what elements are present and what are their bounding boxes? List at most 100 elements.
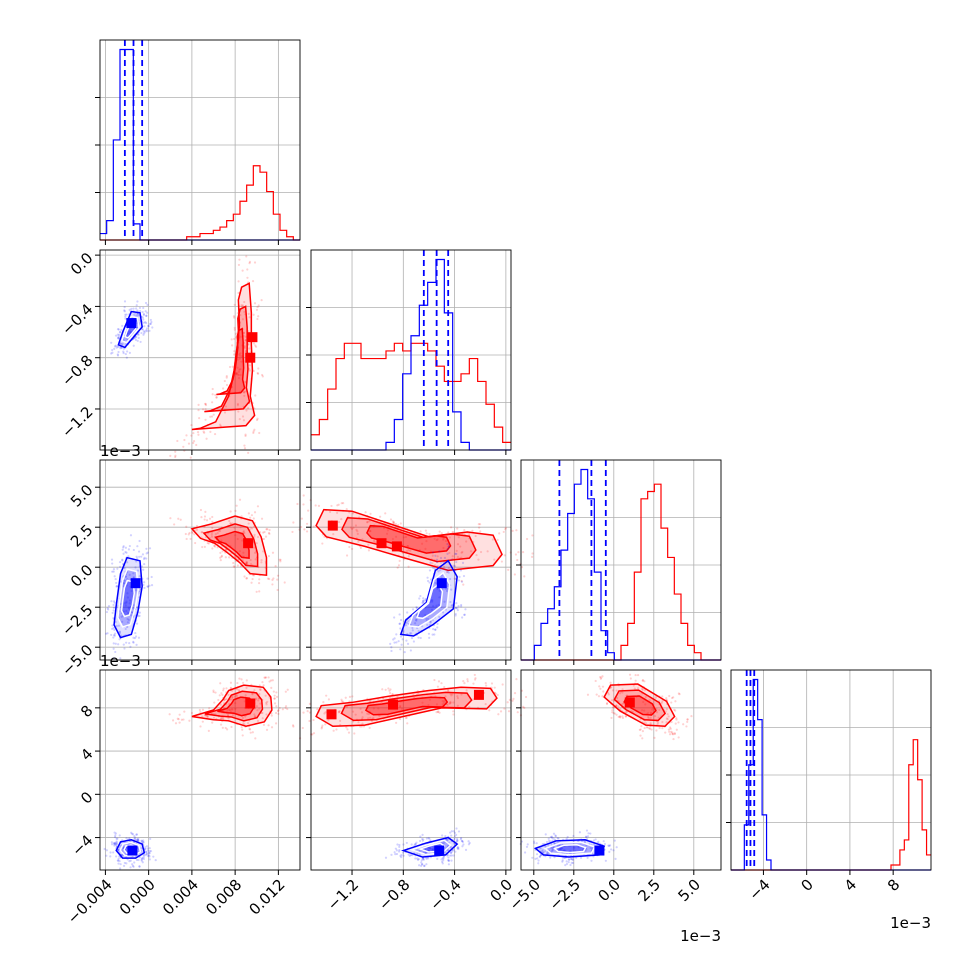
- scatter-point: [137, 858, 140, 862]
- scatter-point: [116, 353, 119, 356]
- scatter-point: [245, 561, 248, 564]
- scatter-point: [187, 533, 190, 536]
- scatter-point: [137, 550, 141, 553]
- scatter-point: [275, 705, 278, 708]
- scatter-point: [393, 851, 396, 854]
- scatter-point: [552, 832, 556, 835]
- scatter-point: [345, 705, 348, 708]
- scatter-point: [346, 728, 349, 731]
- scatter-point: [253, 533, 256, 536]
- scatter-point: [584, 835, 588, 838]
- scatter-point: [244, 715, 247, 718]
- scatter-point: [122, 864, 126, 868]
- scatter-point: [113, 634, 116, 637]
- scatter-point: [399, 648, 402, 651]
- scatter-point: [272, 690, 275, 693]
- scatter-point: [549, 856, 552, 859]
- scatter-point: [112, 570, 115, 573]
- scatter-point: [465, 689, 468, 692]
- scatter-point: [116, 345, 119, 348]
- scatter-point: [144, 310, 147, 313]
- scatter-point: [531, 534, 534, 537]
- scatter-point: [134, 589, 138, 592]
- scatter-point: [146, 311, 149, 314]
- scatter-point: [114, 334, 118, 337]
- scatter-point: [611, 706, 615, 709]
- scatter-point: [427, 703, 430, 707]
- scatter-point: [261, 373, 264, 377]
- scatter-point: [274, 711, 278, 715]
- scatter-point: [292, 725, 295, 728]
- scatter-point: [409, 549, 412, 552]
- scatter-point: [194, 541, 197, 545]
- scatter-point: [634, 679, 637, 682]
- x-tick-label: −1.2: [324, 876, 362, 914]
- scatter-point: [242, 531, 245, 534]
- scatter-point: [511, 529, 514, 533]
- scatter-point: [531, 856, 534, 859]
- scatter-point: [116, 354, 120, 357]
- scatter-point: [110, 633, 113, 637]
- scatter-point: [219, 556, 222, 559]
- scatter-point: [113, 632, 117, 635]
- scatter-point: [410, 843, 413, 846]
- scatter-point: [105, 610, 109, 614]
- scatter-point: [424, 529, 427, 532]
- scatter-point: [135, 304, 138, 307]
- scatter-point: [221, 550, 224, 553]
- scatter-point: [601, 685, 605, 688]
- scatter-point: [667, 728, 671, 731]
- scatter-point: [125, 846, 128, 849]
- scatter-point: [436, 857, 439, 861]
- scatter-point: [231, 696, 234, 699]
- scatter-point: [126, 578, 129, 581]
- scatter-point: [134, 314, 137, 317]
- scatter-point: [314, 504, 317, 507]
- scatter-point: [116, 859, 119, 862]
- scatter-point: [435, 558, 439, 561]
- scatter-point: [647, 715, 650, 719]
- scatter-point: [135, 858, 139, 862]
- density-1-1-0: [110, 300, 154, 359]
- scatter-point: [237, 370, 241, 373]
- scatter-point: [605, 702, 609, 706]
- scatter-point: [395, 633, 398, 636]
- scatter-point: [256, 505, 260, 508]
- scatter-point: [357, 540, 360, 543]
- scatter-point: [449, 700, 452, 703]
- panel-frame-0-0: [99, 39, 301, 241]
- scatter-point: [129, 330, 132, 334]
- scatter-point: [547, 837, 550, 840]
- scatter-point: [406, 722, 409, 725]
- scatter-point: [122, 351, 125, 355]
- scatter-point: [142, 557, 146, 561]
- scatter-point: [117, 335, 120, 338]
- scatter-point: [193, 533, 196, 536]
- scatter-point: [234, 701, 237, 705]
- scatter-point: [144, 330, 147, 333]
- scatter-point: [136, 314, 139, 318]
- scatter-point: [644, 703, 647, 706]
- density-peak-marker: [243, 538, 254, 549]
- scatter-point: [145, 552, 148, 555]
- contour-level-2: [214, 530, 250, 559]
- scatter-point: [464, 608, 467, 611]
- scatter-point: [245, 686, 248, 690]
- scatter-point: [118, 560, 122, 564]
- scatter-point: [391, 537, 394, 541]
- x-tick-label: −0.4: [426, 876, 464, 914]
- scatter-point: [511, 699, 514, 702]
- scatter-point: [359, 546, 362, 549]
- scatter-point: [145, 327, 149, 330]
- scatter-point: [396, 566, 399, 569]
- y-tick-label: 4: [77, 745, 96, 764]
- scatter-point: [658, 726, 661, 730]
- x-tick-label: 0.012: [246, 876, 289, 919]
- scatter-point: [143, 325, 146, 328]
- scatter-point: [460, 551, 463, 554]
- scatter-point: [446, 542, 449, 546]
- scatter-point: [128, 602, 131, 605]
- scatter-point: [441, 703, 444, 706]
- scatter-point: [388, 696, 391, 699]
- scatter-point: [405, 550, 408, 553]
